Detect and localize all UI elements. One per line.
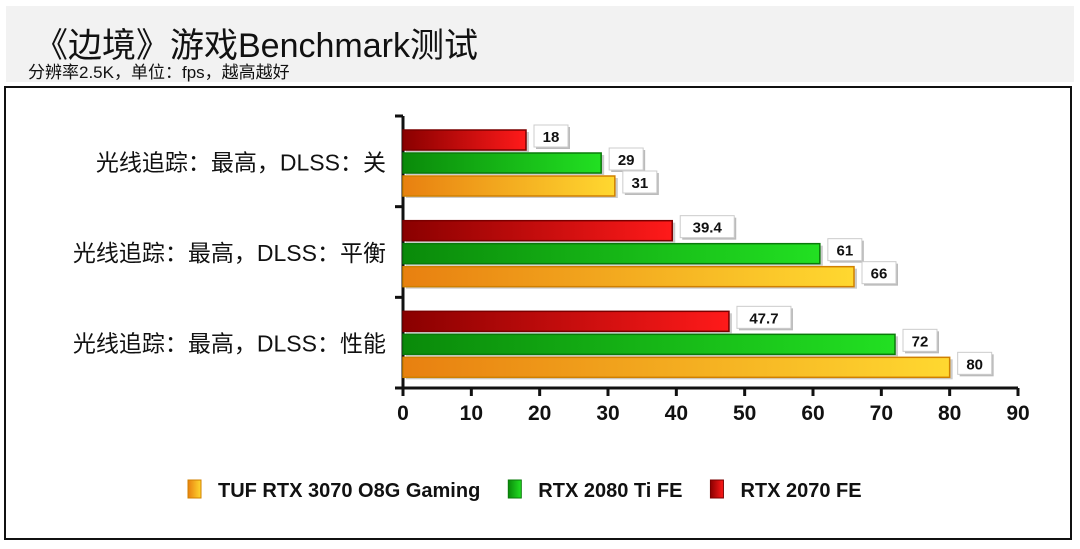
x-tick-label: 80 [938, 402, 961, 425]
category-label: 光线追踪：最高，DLSS：性能 [73, 331, 386, 357]
data-label: 18 [543, 129, 560, 146]
category-label: 光线追踪：最高，DLSS：平衡 [73, 240, 386, 266]
x-tick-label: 50 [733, 402, 756, 425]
page-subtitle: 分辨率2.5K，单位：fps，越高越好 [28, 63, 290, 82]
data-label-box [679, 215, 735, 239]
bar-rtx-2080-ti-fe [402, 152, 602, 174]
x-tick-label: 70 [870, 402, 893, 425]
page-title: 《边境》游戏Benchmark测试 [34, 27, 478, 65]
data-label-box [622, 170, 658, 194]
legend-label: RTX 2070 FE [740, 480, 861, 502]
bar-tuf-rtx-3070-o8g-gaming [402, 265, 855, 288]
data-label-box [736, 305, 792, 329]
data-label-box [533, 124, 569, 148]
legend-swatch [507, 479, 522, 499]
bar-rtx-2070-fe [402, 219, 673, 242]
data-label-box [861, 261, 897, 285]
legend-swatch [187, 479, 202, 499]
data-label-box [957, 351, 993, 375]
bar-tuf-rtx-3070-o8g-gaming [402, 175, 616, 197]
data-label: 47.7 [749, 310, 778, 327]
data-label-box [608, 147, 644, 171]
x-tick-label: 40 [665, 402, 688, 425]
legend-swatch [709, 479, 724, 499]
bar-rtx-2080-ti-fe [402, 242, 821, 265]
data-label: 72 [912, 333, 929, 350]
category-label: 光线追踪：最高，DLSS：关 [96, 149, 386, 175]
x-tick-label: 0 [397, 402, 409, 425]
bar-rtx-2070-fe [402, 129, 527, 151]
legend-label: RTX 2080 Ti FE [538, 480, 682, 502]
x-tick-label: 60 [801, 402, 824, 425]
x-tick-label: 10 [460, 402, 483, 425]
data-label: 80 [966, 356, 983, 373]
data-label: 66 [871, 266, 888, 283]
data-label-box [827, 238, 863, 262]
x-tick-label: 20 [528, 402, 551, 425]
x-tick-label: 90 [1006, 402, 1029, 425]
bar-tuf-rtx-3070-o8g-gaming [402, 356, 951, 379]
bar-rtx-2080-ti-fe [402, 333, 896, 356]
data-label: 39.4 [693, 220, 723, 237]
legend-label: TUF RTX 3070 O8G Gaming [218, 480, 480, 502]
data-label: 61 [836, 243, 853, 260]
data-label: 31 [631, 175, 648, 192]
x-tick-label: 30 [596, 402, 619, 425]
data-label-box [902, 328, 938, 352]
bar-rtx-2070-fe [402, 310, 730, 333]
header: 《边境》游戏Benchmark测试 分辨率2.5K，单位：fps，越高越好 [6, 6, 1074, 82]
data-label: 29 [618, 152, 635, 169]
